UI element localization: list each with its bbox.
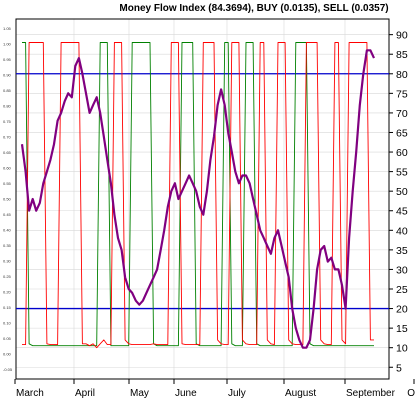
left-tick-label: 0.15 xyxy=(3,305,12,310)
left-tick-label: 1.00 xyxy=(3,41,12,46)
right-tick-label: 30 xyxy=(396,264,408,276)
right-axis-ticks: 5 10 15 20 25 30 35 40 45 50 55 60 65 70 75 80 85 90 xyxy=(389,30,408,374)
left-tick-label: 0.25 xyxy=(3,274,12,279)
mfi-series-line xyxy=(20,49,375,349)
left-tick-label: 0.05 xyxy=(3,336,12,341)
right-tick-label: 15 xyxy=(396,323,408,335)
left-tick-label: 0.30 xyxy=(3,259,12,264)
right-tick-label: 25 xyxy=(396,284,408,296)
left-tick-label: 0.45 xyxy=(3,212,12,217)
x-tick-label: September xyxy=(346,388,396,399)
x-tick-label: O xyxy=(407,388,415,399)
right-tick-label: 45 xyxy=(396,206,408,218)
right-tick-label: 10 xyxy=(396,343,408,355)
left-tick-label: 0.40 xyxy=(3,228,12,233)
x-tick-label: May xyxy=(130,388,149,399)
left-tick-label: 0.00 xyxy=(3,352,12,357)
left-tick-label: 0.55 xyxy=(3,181,12,186)
left-tick-label: 0.85 xyxy=(3,88,12,93)
right-tick-label: 75 xyxy=(396,88,408,100)
left-axis-ticks: 1.05 1.00 0.95 0.90 0.85 0.80 0.75 0.70 0.65 0.60… xyxy=(3,26,13,372)
right-tick-label: 55 xyxy=(396,167,408,179)
left-tick-label: -0.05 xyxy=(3,367,13,372)
left-tick-label: 0.95 xyxy=(3,57,12,62)
series-layer xyxy=(20,42,375,349)
right-tick-label: 35 xyxy=(396,245,408,257)
left-tick-label: 0.90 xyxy=(3,72,12,77)
right-tick-label: 80 xyxy=(396,69,408,81)
left-tick-label: 0.75 xyxy=(3,119,12,124)
left-tick-label: 0.65 xyxy=(3,150,12,155)
right-tick-label: 70 xyxy=(396,108,408,120)
right-tick-label: 65 xyxy=(396,127,408,139)
x-tick-label: April xyxy=(75,388,95,399)
right-tick-label: 50 xyxy=(396,186,408,198)
x-axis-ticks: March April May June July August September O xyxy=(14,379,415,399)
right-tick-label: 20 xyxy=(396,304,408,316)
right-tick-label: 90 xyxy=(396,30,408,42)
left-tick-label: 0.60 xyxy=(3,165,12,170)
chart-title: Money Flow Index (84.3694), BUY (0.0135)… xyxy=(119,3,388,14)
x-tick-label: June xyxy=(175,388,197,399)
right-tick-label: 5 xyxy=(396,362,402,374)
x-tick-label: March xyxy=(16,388,44,399)
right-tick-label: 60 xyxy=(396,147,408,159)
left-tick-label: 0.70 xyxy=(3,134,12,139)
x-tick-label: August xyxy=(285,388,316,399)
right-tick-label: 40 xyxy=(396,225,408,237)
left-tick-label: 0.35 xyxy=(3,243,12,248)
plot-area-frame xyxy=(15,18,390,380)
x-tick-label: July xyxy=(228,388,246,399)
right-tick-label: 85 xyxy=(396,49,408,61)
left-tick-label: 0.10 xyxy=(3,321,12,326)
sell-series-line xyxy=(22,42,374,347)
left-tick-label: 1.05 xyxy=(3,26,12,31)
left-tick-label: 0.80 xyxy=(3,103,12,108)
left-tick-label: 0.50 xyxy=(3,197,12,202)
buy-series-line xyxy=(22,42,374,349)
left-tick-label: 0.20 xyxy=(3,290,12,295)
